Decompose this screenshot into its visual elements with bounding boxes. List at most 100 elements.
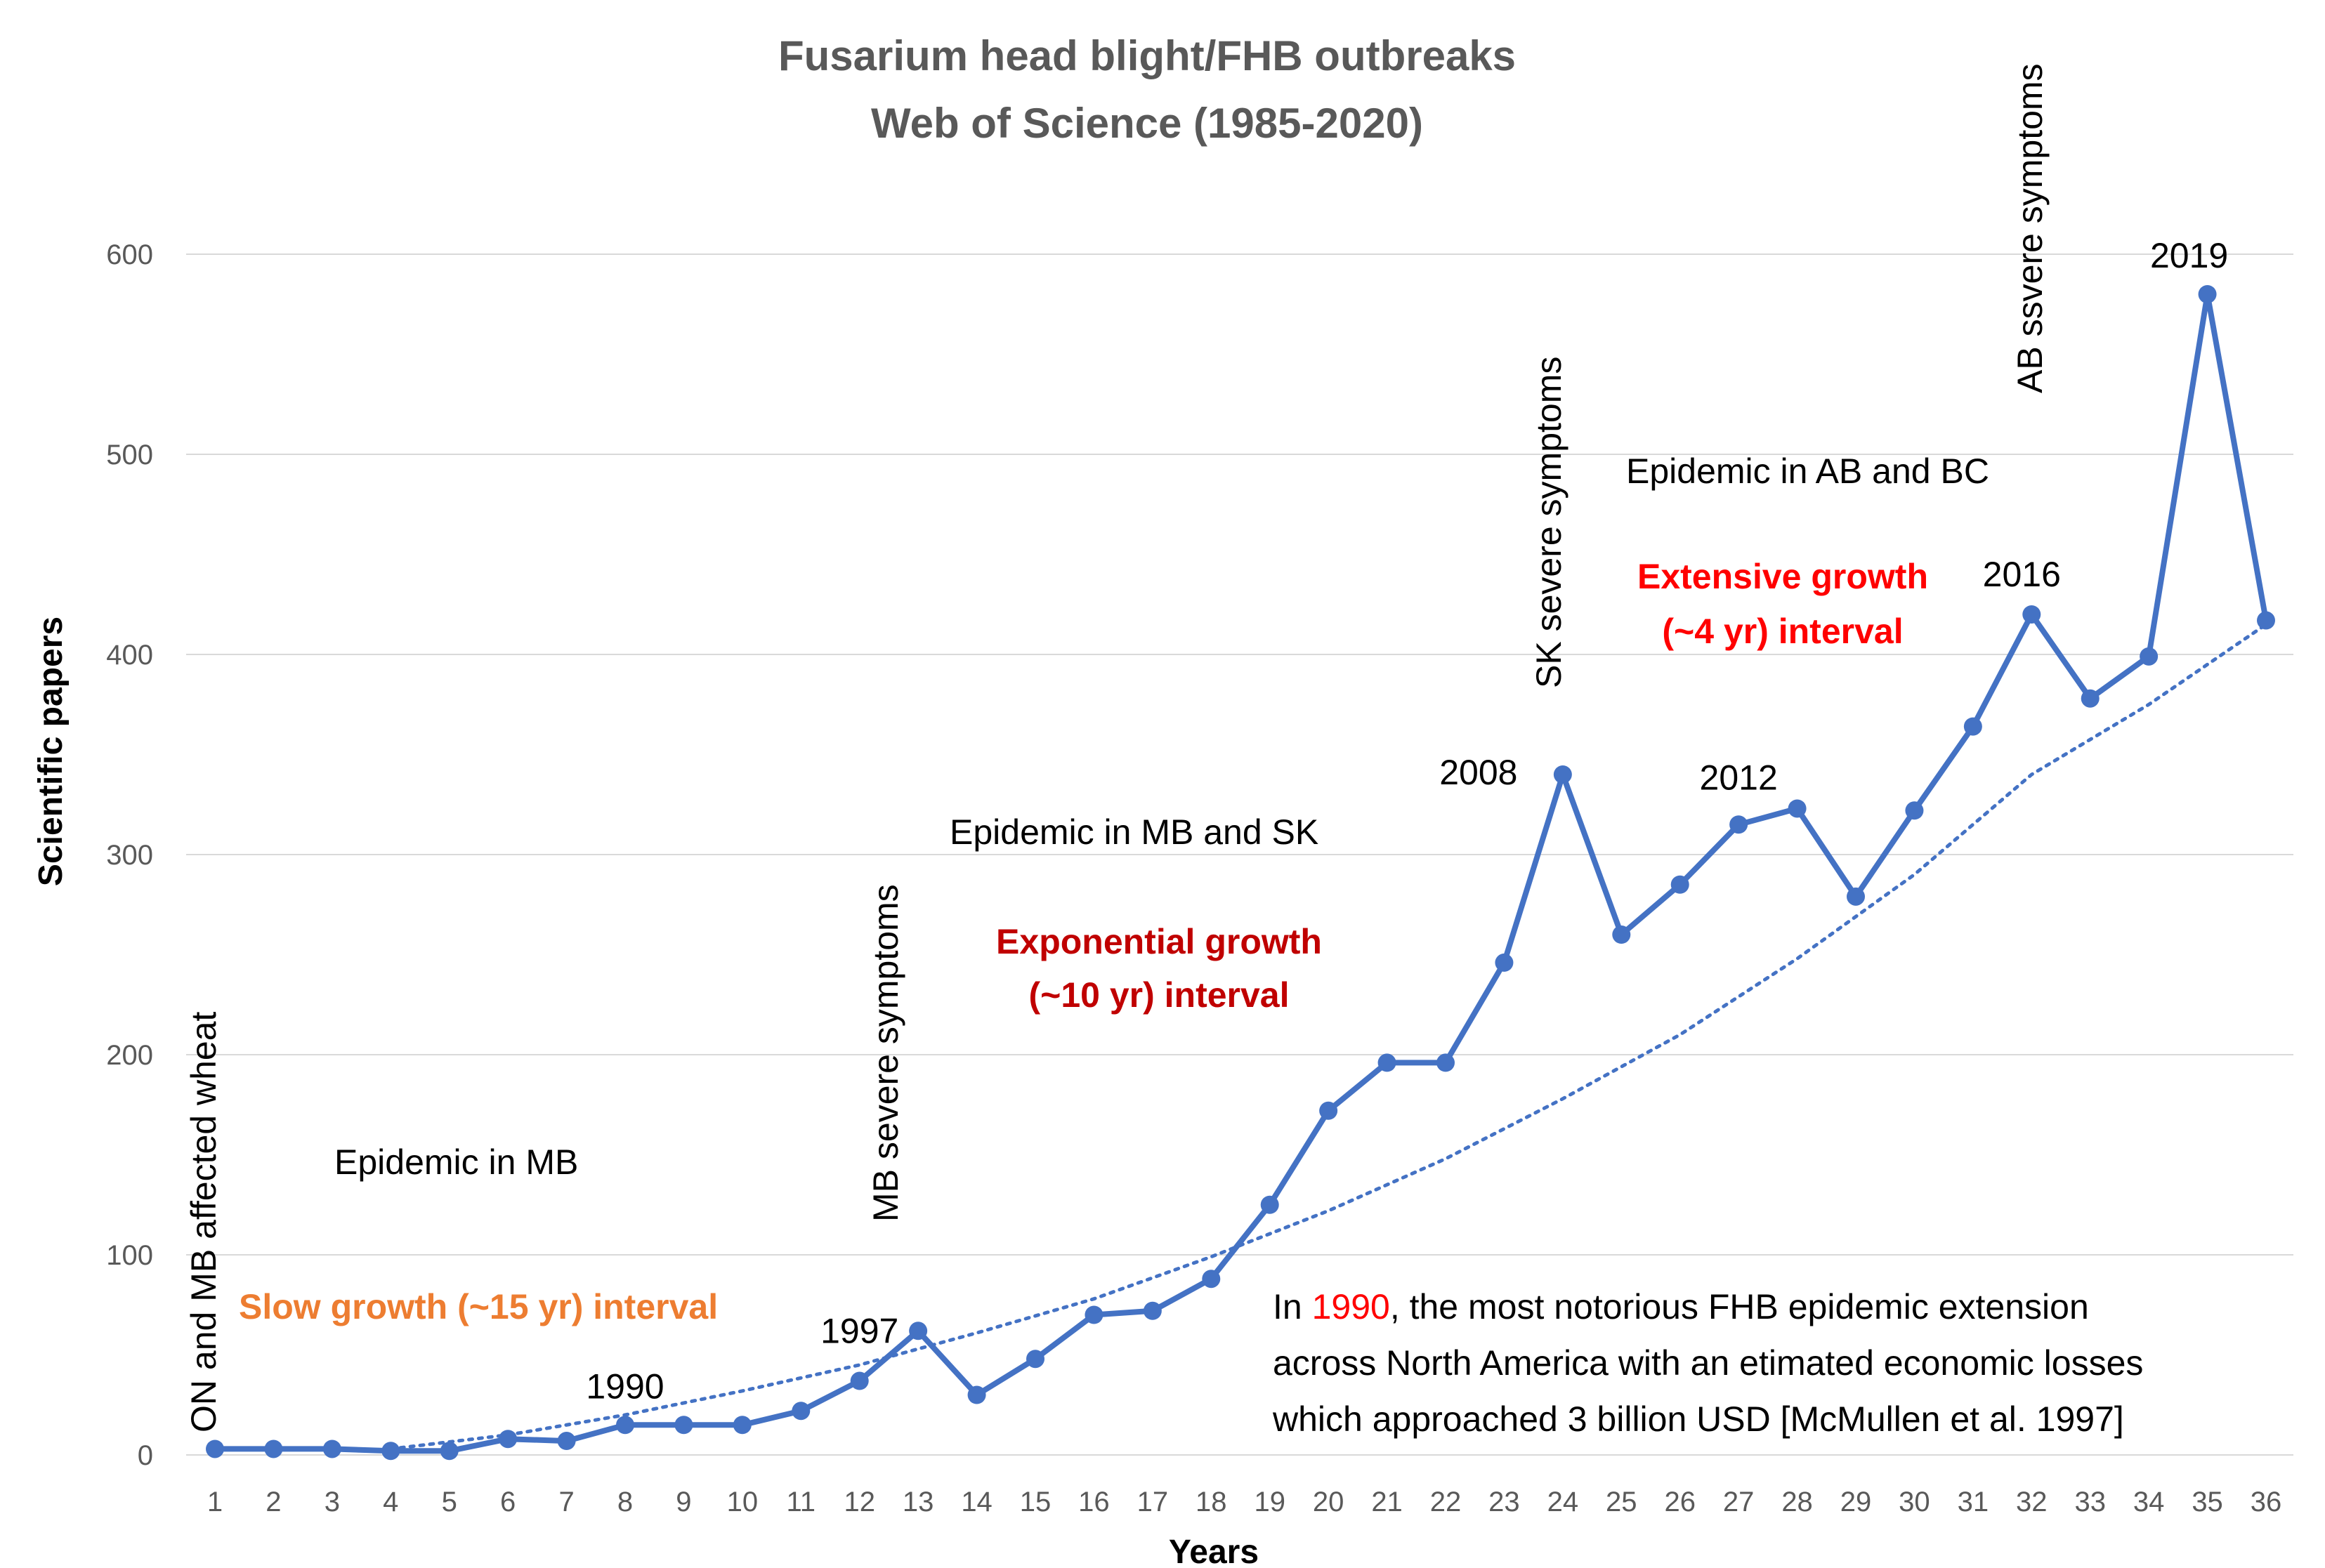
annotation-ab-severe-symptoms: AB ssvere symptoms [2010,63,2050,393]
x-tick-labels: 1 2 3 4 5 6 7 8 9 10 11 12 13 14 15 16 17 18 19 20 21 22 23 24 2… [207,1487,2281,1517]
data-point [557,1432,576,1451]
point-label-1990: 1990 [586,1366,664,1406]
data-point [1085,1305,1103,1324]
data-point [2081,689,2100,708]
data-point [1963,717,1982,736]
note-line-1: In 1990, the most notorious FHB epidemic… [1273,1287,2089,1326]
annotation-on-mb-affected-wheat: ON and MB affected wheat [184,1011,223,1432]
y-tick-labels: 0 100 200 300 400 500 600 [106,239,153,1471]
x-tick-label: 14 [961,1487,993,1517]
point-label-1997: 1997 [820,1312,898,1351]
point-labels: 1990 1997 2008 2012 2016 2019 [586,236,2228,1406]
x-tick-label: 35 [2192,1487,2223,1517]
x-tick-label: 10 [727,1487,759,1517]
annotation-exponential-growth: Exponential growth [996,922,1322,961]
annotation-sk-severe-symptoms: SK severe symptoms [1529,357,1568,688]
y-tick-label: 600 [106,239,153,270]
gridlines [186,253,2293,1456]
annotation-slow-growth: Slow growth (~15 yr) interval [239,1287,718,1326]
annotation-epidemic-mb-sk: Epidemic in MB and SK [950,812,1318,852]
x-tick-label: 33 [2074,1487,2106,1517]
x-tick-label: 31 [1958,1487,1989,1517]
point-label-2012: 2012 [1700,758,1778,797]
x-tick-label: 34 [2133,1487,2165,1517]
data-point [792,1402,811,1421]
data-point [850,1371,869,1390]
x-tick-label: 11 [787,1487,816,1517]
x-tick-label: 17 [1137,1487,1169,1517]
x-tick-label: 19 [1254,1487,1285,1517]
data-point [1260,1195,1279,1214]
x-tick-label: 4 [383,1487,398,1517]
data-point [1319,1101,1338,1120]
x-tick-label: 24 [1547,1487,1579,1517]
data-point [616,1416,634,1435]
data-point [967,1385,986,1404]
annotation-epidemic-ab-bc: Epidemic in AB and BC [1626,452,1989,491]
x-tick-label: 15 [1020,1487,1052,1517]
x-tick-label: 36 [2251,1487,2282,1517]
x-tick-label: 18 [1196,1487,1227,1517]
x-tick-label: 6 [500,1487,516,1517]
exponential-trendline [388,622,2268,1451]
data-point [381,1442,400,1461]
data-point [1847,887,1865,906]
x-tick-label: 30 [1899,1487,1930,1517]
data-point [2140,647,2159,666]
y-tick-label: 0 [138,1440,153,1471]
x-tick-label: 8 [617,1487,633,1517]
data-point [1026,1350,1044,1369]
x-tick-label: 21 [1371,1487,1403,1517]
x-tick-label: 26 [1664,1487,1696,1517]
data-point [1612,925,1631,944]
data-point [264,1439,283,1458]
chart-title-line1: Fusarium head blight/FHB outbreaks [778,32,1516,79]
x-tick-label: 29 [1840,1487,1872,1517]
x-tick-label: 12 [844,1487,875,1517]
y-tick-label: 500 [106,440,153,470]
y-axis-title: Scientific papers [32,617,70,886]
annotation-extensive-interval: (~4 yr) interval [1662,612,1903,651]
data-point [1377,1053,1396,1072]
data-point [2022,605,2041,624]
data-point [1729,815,1748,834]
x-tick-label: 23 [1488,1487,1520,1517]
data-point [1143,1301,1162,1320]
note-prefix: In [1273,1287,1312,1326]
x-tick-label: 9 [676,1487,691,1517]
data-point [1553,765,1572,784]
data-point [206,1439,224,1458]
y-tick-label: 400 [106,640,153,671]
note-year: 1990 [1312,1287,1390,1326]
point-label-2019: 2019 [2150,236,2228,275]
data-point [733,1416,752,1435]
data-point [2257,611,2275,630]
data-point [1670,875,1689,894]
x-tick-label: 22 [1430,1487,1462,1517]
x-tick-label: 27 [1723,1487,1755,1517]
data-point [1495,953,1514,972]
x-tick-label: 7 [558,1487,574,1517]
annotation-exponential-interval: (~10 yr) interval [1028,975,1289,1015]
x-tick-label: 13 [903,1487,934,1517]
data-point [440,1442,459,1461]
annotation-extensive-growth: Extensive growth [1637,557,1928,596]
y-tick-label: 300 [106,840,153,871]
x-tick-label: 2 [266,1487,281,1517]
x-tick-label: 25 [1606,1487,1637,1517]
data-point [1436,1053,1455,1072]
data-point [1202,1270,1221,1289]
x-tick-label: 32 [2016,1487,2048,1517]
chart-title-line2: Web of Science (1985-2020) [871,100,1423,147]
x-tick-label: 1 [207,1487,223,1517]
data-point [674,1416,693,1435]
series-line [215,291,2269,1454]
y-tick-label: 200 [106,1040,153,1071]
x-tick-label: 3 [325,1487,340,1517]
note-line-1-rest: , the most notorious FHB epidemic extens… [1390,1287,2089,1326]
data-point [1788,799,1807,818]
data-point [322,1439,341,1458]
x-tick-label: 16 [1078,1487,1110,1517]
x-axis-title: Years [1169,1534,1259,1568]
